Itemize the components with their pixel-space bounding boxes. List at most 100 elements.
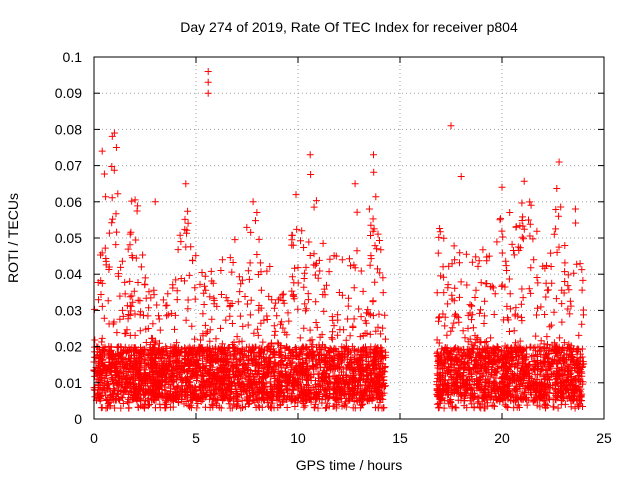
y-tick-label: 0 (74, 411, 82, 427)
roti-point (372, 327, 380, 335)
roti-point (373, 345, 380, 353)
roti-point (108, 163, 116, 170)
roti-point (456, 249, 464, 257)
roti-point (519, 235, 527, 243)
roti-point (523, 363, 531, 371)
roti-point (185, 271, 193, 279)
roti-point (552, 225, 560, 233)
y-tick-label: 0.01 (55, 375, 82, 391)
roti-point (247, 296, 255, 304)
roti-point (264, 371, 271, 379)
roti-point (369, 354, 377, 362)
roti-point (145, 304, 153, 312)
roti-point (112, 210, 120, 218)
roti-point (305, 382, 313, 390)
roti-point (276, 387, 284, 395)
roti-point (181, 215, 189, 223)
roti-point (348, 343, 356, 351)
roti-point (346, 332, 354, 340)
roti-point (512, 223, 520, 231)
roti-point (369, 298, 377, 306)
roti-point (269, 345, 277, 353)
roti-point (558, 300, 566, 308)
roti-point (253, 370, 261, 378)
roti-point (131, 364, 139, 371)
roti-point (377, 330, 385, 338)
roti-point (272, 362, 280, 370)
roti-point (558, 387, 566, 394)
roti-point (265, 362, 273, 370)
roti-point (182, 316, 190, 324)
roti-point (576, 401, 584, 409)
roti-point (269, 393, 277, 401)
roti-point (447, 399, 455, 406)
roti-point (107, 368, 115, 376)
roti-point (549, 359, 557, 367)
roti-point (300, 403, 308, 411)
roti-point (566, 360, 574, 368)
roti-point (192, 386, 200, 394)
roti-point (162, 302, 170, 310)
y-tick-label: 0.1 (63, 49, 83, 65)
roti-point (313, 389, 320, 397)
roti-point (447, 348, 455, 356)
roti-point (256, 378, 263, 385)
roti-point (201, 272, 209, 280)
roti-point (271, 331, 279, 339)
roti-point (367, 232, 374, 239)
roti-point (234, 298, 242, 306)
roti-point (498, 374, 506, 382)
roti-point (456, 259, 463, 267)
roti-point (290, 291, 297, 299)
roti-point (172, 345, 179, 353)
roti-point (351, 351, 359, 359)
roti-point (357, 313, 365, 321)
roti-point (576, 260, 584, 268)
roti-point (237, 404, 245, 412)
roti-point (169, 378, 177, 386)
roti-point (320, 285, 328, 293)
roti-point (236, 312, 244, 320)
roti-point (440, 404, 448, 412)
roti-point (467, 386, 475, 393)
roti-point (265, 292, 273, 300)
roti-point (373, 387, 381, 395)
roti-point (440, 273, 448, 281)
roti-point (219, 351, 227, 358)
roti-point (319, 383, 327, 391)
roti-point (329, 328, 336, 336)
roti-point (121, 383, 129, 391)
roti-point (113, 228, 121, 236)
roti-point (492, 395, 500, 403)
roti-point (195, 345, 203, 353)
roti-point (338, 402, 346, 410)
roti-point (128, 197, 136, 205)
roti-point (177, 238, 185, 246)
roti-point (511, 361, 519, 369)
roti-point (137, 263, 145, 271)
roti-point (571, 205, 579, 213)
roti-point (558, 318, 566, 326)
roti-point (117, 358, 125, 366)
roti-point (117, 404, 125, 412)
roti-point (579, 306, 587, 314)
roti-point (299, 359, 307, 366)
roti-point (355, 377, 363, 384)
roti-point (188, 396, 196, 404)
roti-point (244, 300, 251, 308)
roti-point (520, 177, 528, 185)
roti-point (511, 397, 519, 405)
roti-point (146, 344, 154, 352)
roti-point (463, 376, 471, 384)
roti-point (314, 390, 322, 398)
roti-point (137, 358, 145, 366)
roti-point (504, 403, 512, 411)
roti-point (448, 324, 456, 332)
roti-point (105, 266, 113, 273)
roti-point (471, 339, 479, 347)
roti-point (446, 360, 454, 368)
roti-point (514, 346, 522, 354)
roti-point (548, 358, 556, 366)
roti-point (222, 316, 230, 324)
roti-point (95, 394, 103, 402)
